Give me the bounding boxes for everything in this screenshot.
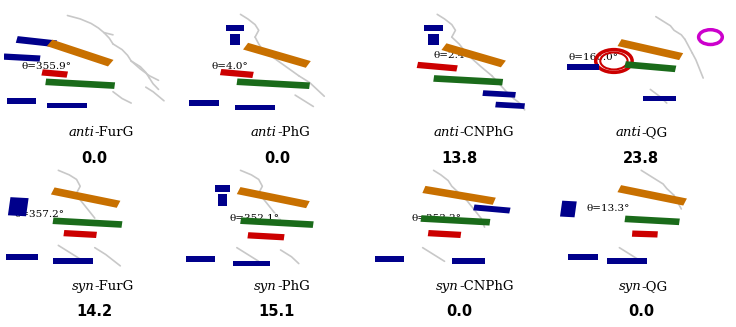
Polygon shape bbox=[434, 75, 503, 85]
Polygon shape bbox=[52, 217, 122, 228]
Polygon shape bbox=[230, 34, 241, 45]
Polygon shape bbox=[215, 185, 230, 192]
Polygon shape bbox=[235, 105, 275, 111]
Polygon shape bbox=[63, 230, 97, 238]
Polygon shape bbox=[218, 194, 227, 206]
Polygon shape bbox=[226, 25, 244, 31]
Polygon shape bbox=[5, 254, 38, 260]
Text: 23.8: 23.8 bbox=[623, 151, 659, 166]
Text: -CNPhG: -CNPhG bbox=[459, 126, 514, 139]
Polygon shape bbox=[632, 231, 658, 237]
Text: θ=357.2°: θ=357.2° bbox=[15, 210, 65, 219]
Polygon shape bbox=[482, 90, 516, 98]
Polygon shape bbox=[7, 98, 37, 104]
Polygon shape bbox=[624, 61, 676, 72]
Polygon shape bbox=[15, 36, 57, 47]
Polygon shape bbox=[185, 256, 215, 262]
Polygon shape bbox=[47, 40, 113, 66]
Polygon shape bbox=[51, 187, 121, 208]
Text: 0.0: 0.0 bbox=[82, 151, 107, 166]
Polygon shape bbox=[422, 186, 496, 205]
Polygon shape bbox=[375, 256, 405, 262]
Polygon shape bbox=[189, 100, 219, 106]
Polygon shape bbox=[425, 25, 442, 31]
Text: syn: syn bbox=[72, 280, 95, 293]
Text: θ=166.0°: θ=166.0° bbox=[568, 53, 618, 62]
Text: 0.0: 0.0 bbox=[446, 304, 472, 319]
Text: 14.2: 14.2 bbox=[77, 304, 113, 319]
Polygon shape bbox=[237, 187, 310, 208]
Text: θ=355.9°: θ=355.9° bbox=[22, 62, 72, 71]
Text: θ=4.0°: θ=4.0° bbox=[211, 62, 248, 71]
Text: syn: syn bbox=[436, 280, 459, 293]
Polygon shape bbox=[568, 254, 598, 260]
Text: -FurG: -FurG bbox=[95, 126, 134, 139]
Polygon shape bbox=[473, 204, 511, 214]
Polygon shape bbox=[643, 96, 676, 101]
Text: -CNPhG: -CNPhG bbox=[459, 280, 514, 293]
Polygon shape bbox=[624, 215, 680, 225]
Text: 15.1: 15.1 bbox=[259, 304, 295, 319]
Text: anti: anti bbox=[615, 126, 641, 139]
Text: syn: syn bbox=[254, 280, 277, 293]
Polygon shape bbox=[247, 232, 285, 240]
Polygon shape bbox=[442, 43, 506, 67]
Text: 0.0: 0.0 bbox=[264, 151, 290, 166]
Polygon shape bbox=[220, 69, 254, 78]
Polygon shape bbox=[240, 217, 314, 228]
Polygon shape bbox=[236, 78, 310, 89]
Text: anti: anti bbox=[433, 126, 459, 139]
Text: θ=353.2°: θ=353.2° bbox=[411, 214, 461, 223]
Polygon shape bbox=[420, 215, 490, 226]
Text: 0.0: 0.0 bbox=[629, 304, 654, 319]
Polygon shape bbox=[618, 39, 683, 60]
Text: θ=352.1°: θ=352.1° bbox=[230, 214, 280, 223]
Polygon shape bbox=[560, 201, 577, 217]
Text: syn: syn bbox=[618, 280, 641, 293]
Text: θ=2.4°: θ=2.4° bbox=[434, 51, 470, 60]
Text: 13.8: 13.8 bbox=[441, 151, 477, 166]
Polygon shape bbox=[233, 261, 269, 267]
Text: -PhG: -PhG bbox=[277, 280, 310, 293]
Polygon shape bbox=[8, 197, 29, 216]
Text: -PhG: -PhG bbox=[277, 126, 310, 139]
Polygon shape bbox=[41, 69, 68, 78]
Text: θ=13.3°: θ=13.3° bbox=[587, 204, 630, 214]
Polygon shape bbox=[45, 78, 115, 89]
Text: -QG: -QG bbox=[641, 126, 668, 139]
Text: -QG: -QG bbox=[641, 280, 668, 293]
Polygon shape bbox=[452, 258, 484, 264]
Polygon shape bbox=[53, 258, 93, 264]
Polygon shape bbox=[567, 64, 599, 70]
Polygon shape bbox=[417, 62, 458, 72]
Polygon shape bbox=[4, 54, 40, 62]
Polygon shape bbox=[243, 43, 311, 68]
Polygon shape bbox=[618, 185, 687, 206]
Polygon shape bbox=[428, 230, 461, 238]
Polygon shape bbox=[606, 258, 647, 264]
Text: anti: anti bbox=[251, 126, 277, 139]
Text: -FurG: -FurG bbox=[95, 280, 134, 293]
Polygon shape bbox=[428, 34, 439, 45]
Polygon shape bbox=[495, 102, 525, 109]
Polygon shape bbox=[47, 102, 88, 108]
Text: anti: anti bbox=[68, 126, 95, 139]
